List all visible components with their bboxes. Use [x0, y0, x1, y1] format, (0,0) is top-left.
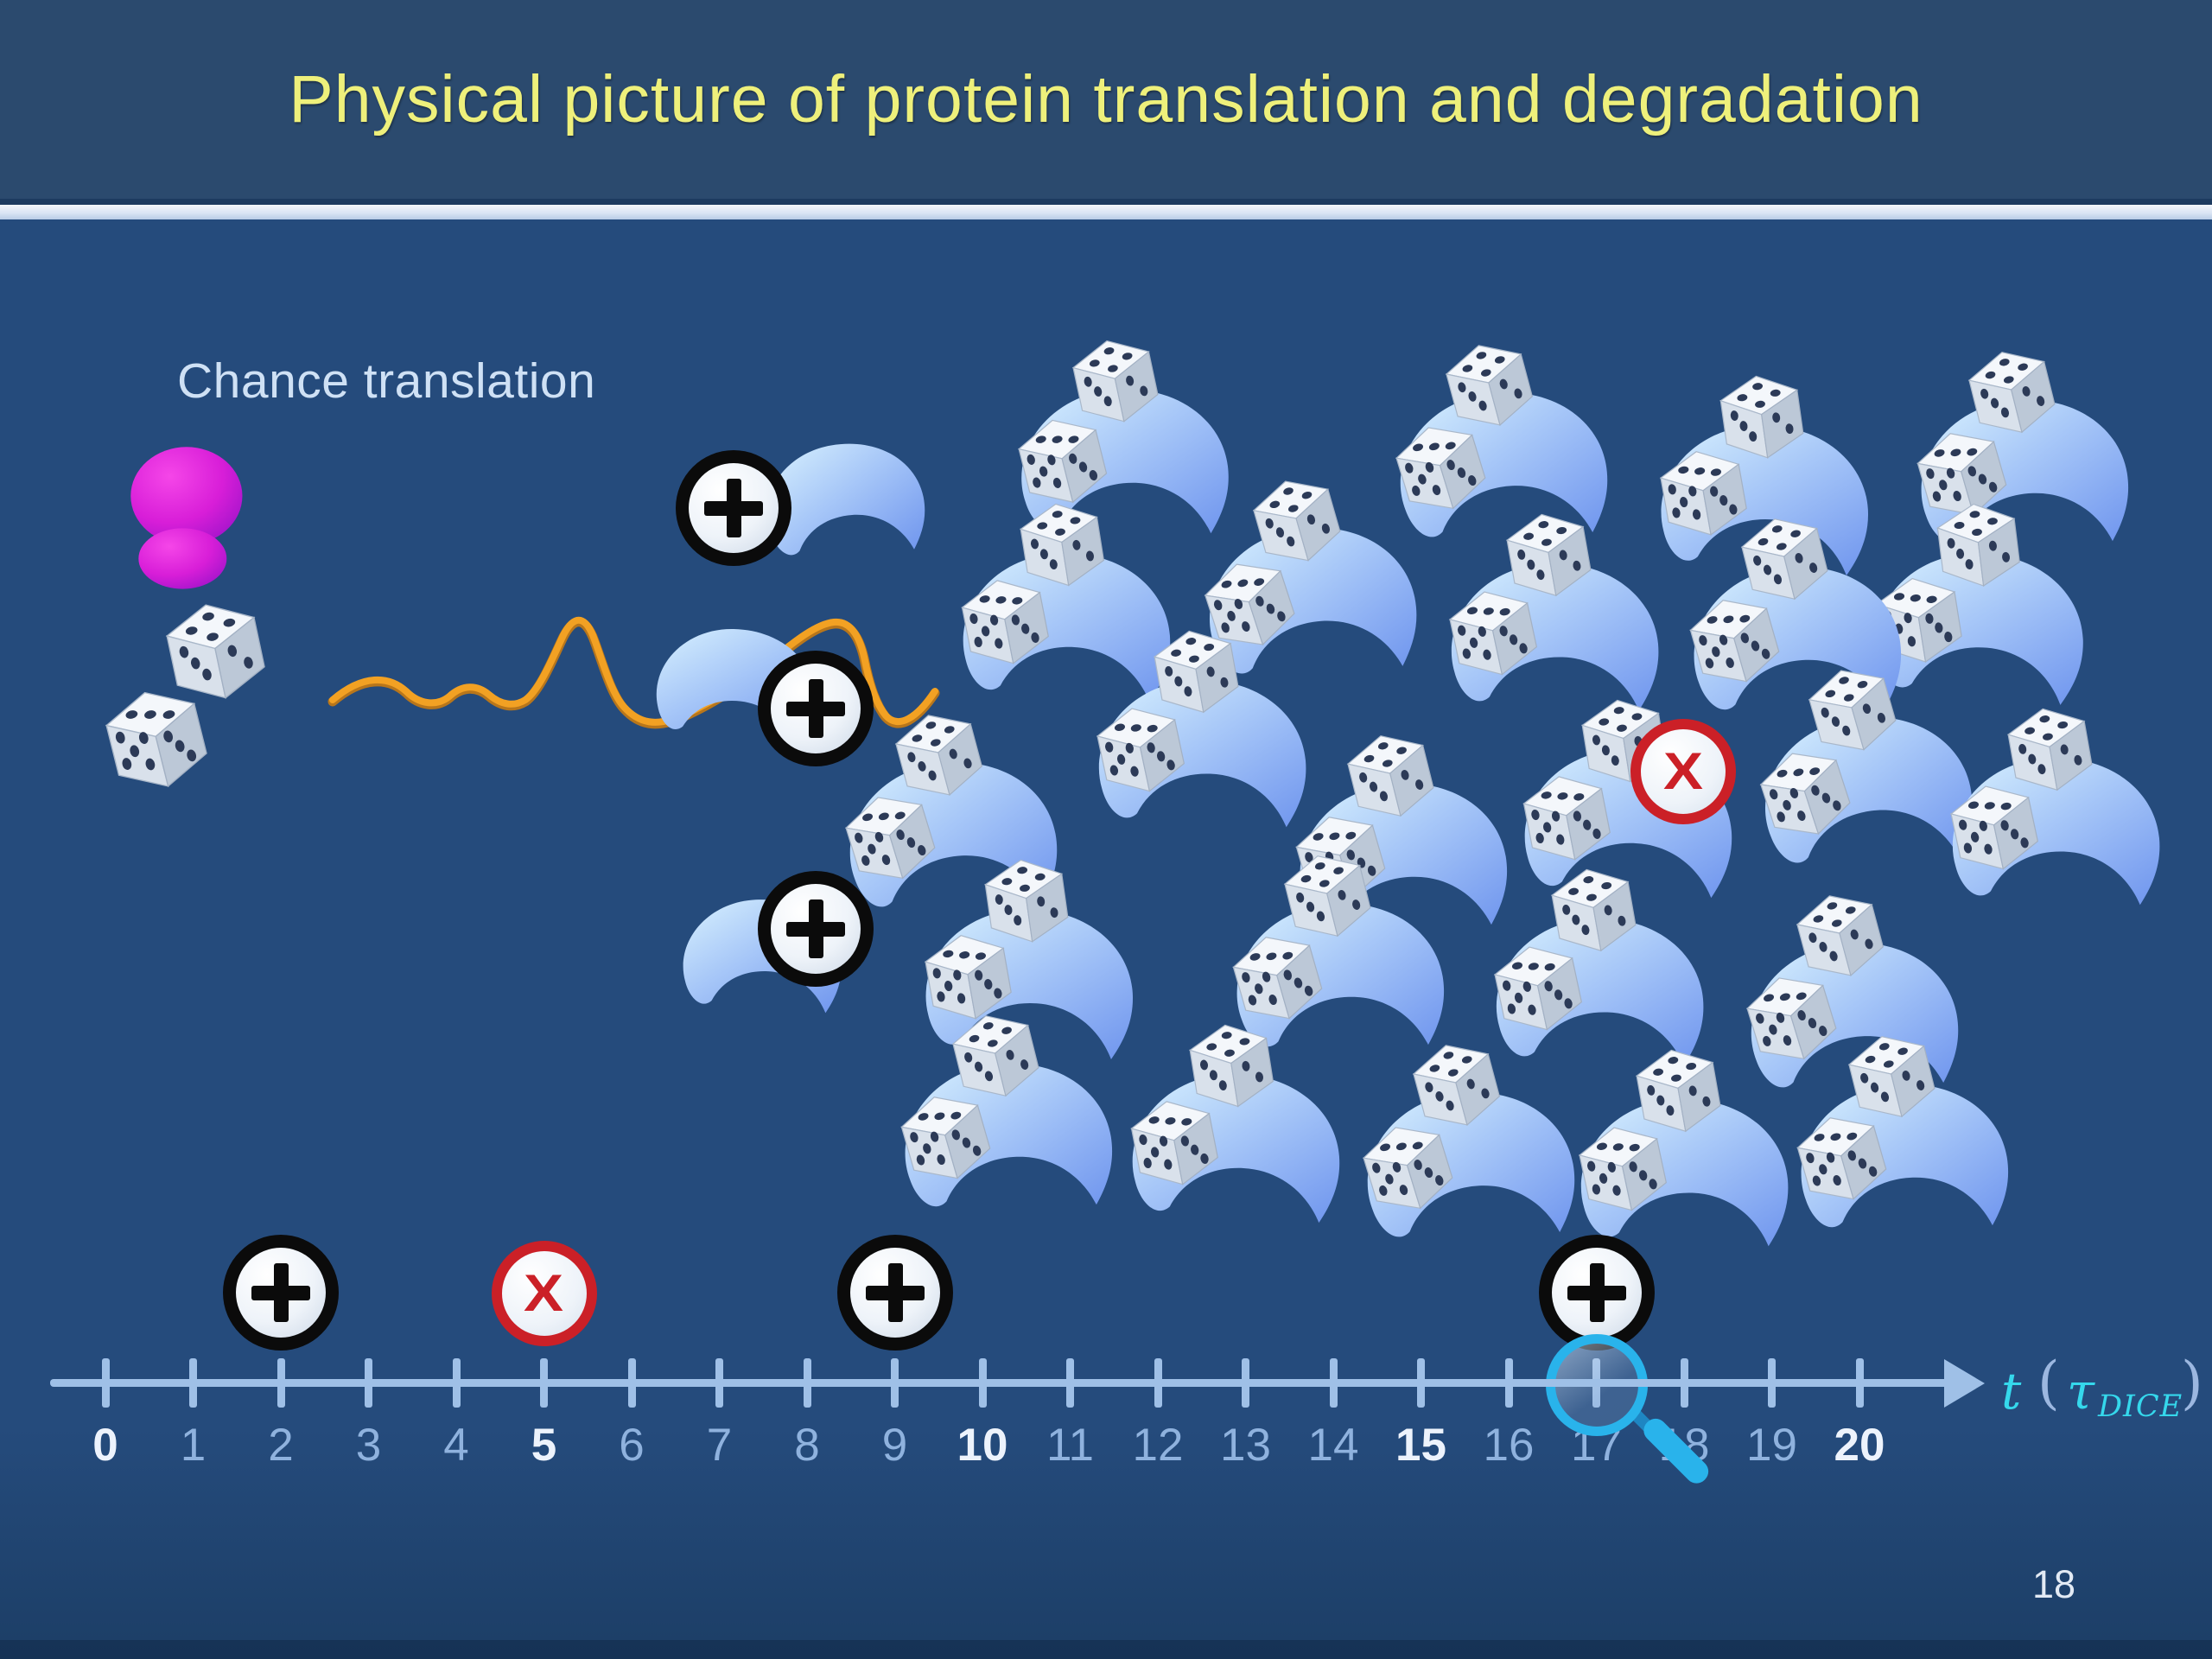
mrna-strand-icon [327, 616, 940, 729]
page-number: 18 [2032, 1562, 2076, 1606]
axis-tick-label: 5 [531, 1420, 557, 1471]
axis-label-open-paren: ( [2037, 1350, 2060, 1416]
axis-tick-label: 9 [881, 1420, 908, 1471]
axis-tick-label: 13 [1220, 1420, 1271, 1471]
ribosome-icon [130, 447, 243, 589]
axis-tick-label: 11 [1046, 1420, 1095, 1471]
axis-tick-label: 6 [619, 1420, 645, 1471]
time-axis-line [50, 1379, 1948, 1387]
time-axis-label: t ( τ DICE ) [2001, 1348, 2212, 1452]
axis-tick-label: 2 [268, 1420, 294, 1471]
bottom-shade [0, 1640, 2212, 1659]
plus-icon [1538, 1235, 1655, 1351]
plus-icon [223, 1235, 339, 1351]
header-separator-light [0, 205, 2212, 219]
axis-tick-label: 8 [794, 1420, 820, 1471]
axis-label-close-paren: ) [2181, 1350, 2203, 1416]
axis-tick-label: 4 [443, 1420, 469, 1471]
plus-icon [676, 450, 791, 566]
axis-tick-label: 12 [1132, 1420, 1184, 1471]
title-bar: Physical picture of protein translation … [0, 0, 2212, 199]
axis-tick-label: 10 [957, 1420, 1008, 1471]
axis-tick-label: 14 [1307, 1420, 1359, 1471]
axis-tick-label: 7 [706, 1420, 733, 1471]
cross-icon-glyph: X [1662, 742, 1704, 800]
dice-protein-unit [855, 962, 1128, 1225]
axis-label-tau: τ [2067, 1362, 2095, 1421]
plus-icon-bar [887, 1263, 903, 1322]
axis-tick-label: 16 [1483, 1420, 1535, 1471]
axis-tick-label: 19 [1746, 1420, 1797, 1471]
axis-tick-label: 0 [92, 1420, 118, 1471]
plus-icon [758, 651, 874, 766]
chance-dice-icon [62, 569, 317, 823]
axis-tick-label: 15 [1395, 1420, 1446, 1471]
cross-icon: X [491, 1241, 597, 1346]
plus-icon-bar [727, 479, 741, 537]
axis-label-t: t [2001, 1362, 2022, 1421]
plus-icon-bar [1589, 1263, 1605, 1322]
plus-icon [758, 871, 874, 987]
axis-tick-label: 20 [1834, 1420, 1885, 1471]
axis-tick-label: 3 [355, 1420, 382, 1471]
axis-label-subscript: DICE [2098, 1389, 2183, 1424]
header-separator-dark [0, 199, 2212, 205]
chance-translation-label: Chance translation [177, 353, 596, 409]
plus-icon-bar [274, 1263, 289, 1322]
cross-icon-glyph: X [524, 1264, 564, 1322]
time-axis-arrowhead [1944, 1359, 1985, 1408]
axis-tick-label: 1 [180, 1420, 207, 1471]
dice-protein-unit [1535, 996, 1808, 1260]
plus-icon-bar [809, 679, 823, 738]
plus-icon [836, 1235, 953, 1351]
cross-icon: X [1630, 719, 1736, 824]
slide-title: Physical picture of protein translation … [289, 61, 1923, 137]
plus-icon-bar [809, 899, 823, 958]
